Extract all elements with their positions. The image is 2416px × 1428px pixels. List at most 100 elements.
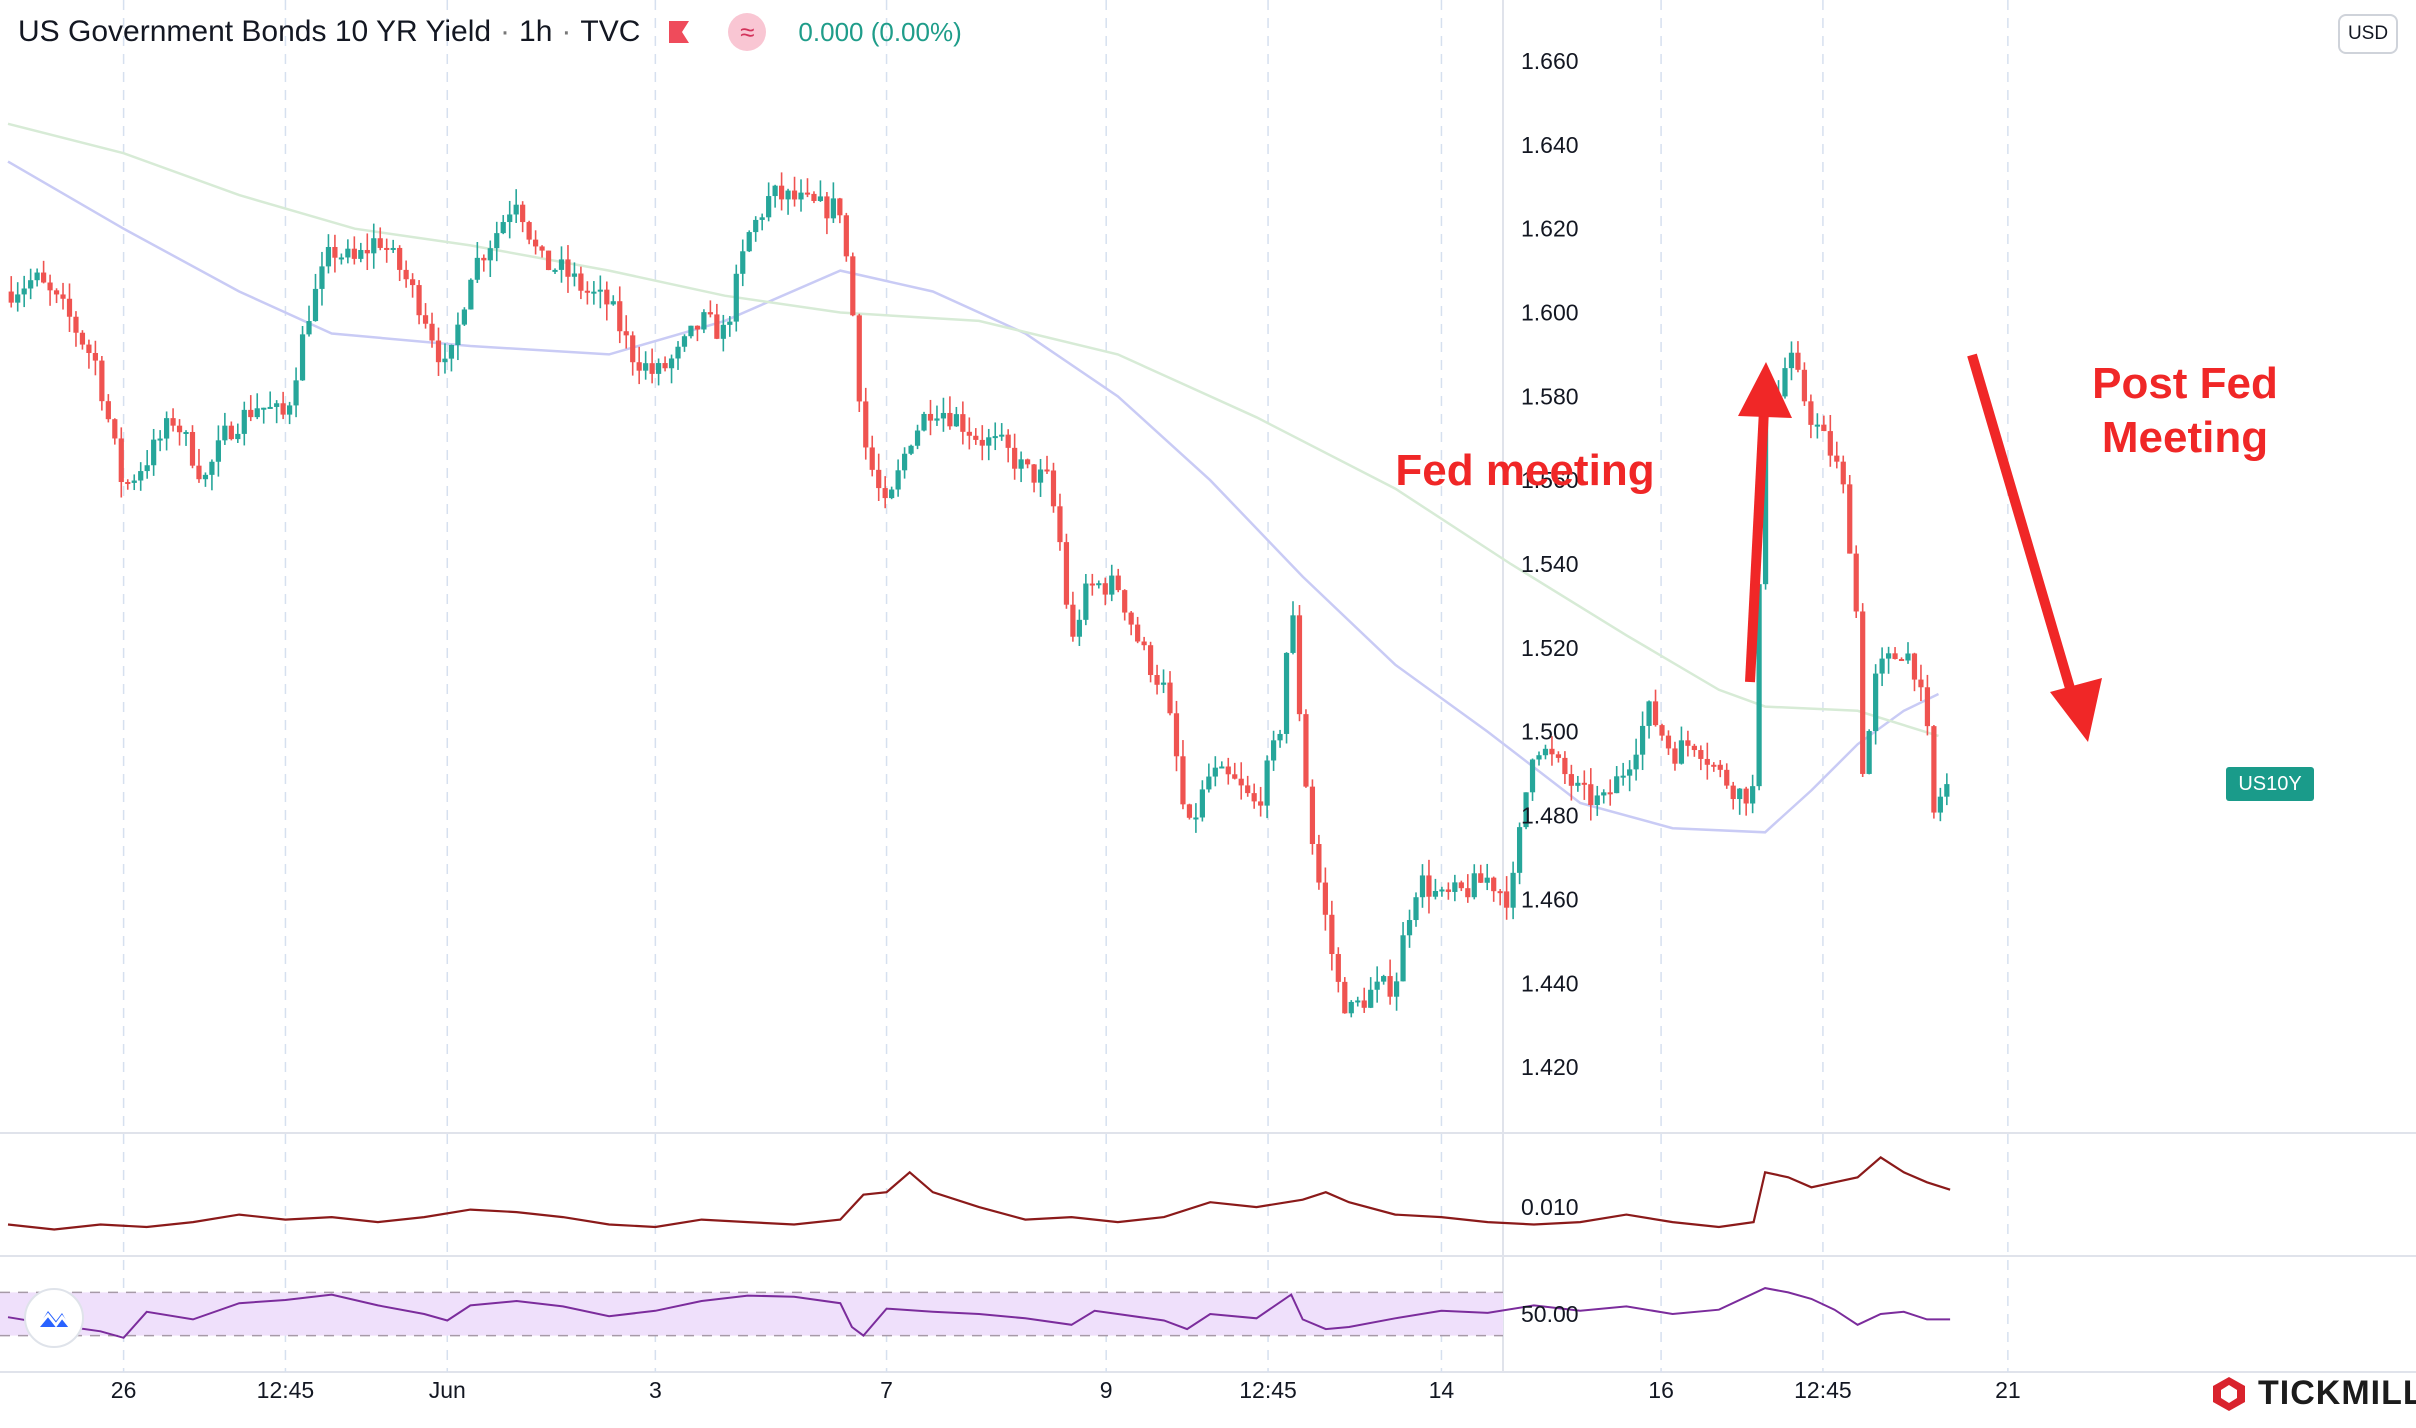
candle-body <box>435 340 442 363</box>
candle-body <box>727 321 733 325</box>
exchange-label[interactable]: TVC <box>580 15 641 48</box>
candle-body <box>390 247 396 250</box>
candle-body <box>254 408 260 418</box>
candle-body <box>1102 583 1108 595</box>
candle-body <box>1212 767 1218 777</box>
candle-body <box>901 453 908 471</box>
time-tick-label: 26 <box>111 1377 137 1403</box>
price-tick-label: 1.540 <box>1521 551 1579 577</box>
candle-body <box>1750 786 1756 804</box>
candle-body <box>196 465 202 480</box>
candle-body <box>753 219 759 233</box>
candle-body <box>539 246 545 251</box>
indicator-icon[interactable] <box>24 1288 84 1348</box>
approx-wave-icon[interactable]: ≈ <box>728 13 767 51</box>
candle-body <box>1115 575 1121 591</box>
candle-body <box>895 470 901 490</box>
candle-body <box>526 222 532 240</box>
candle-body <box>118 438 124 483</box>
candle-body <box>1575 782 1581 786</box>
candle-body <box>617 301 623 332</box>
candle-body <box>927 413 934 421</box>
interval-label[interactable]: 1h <box>519 15 553 48</box>
candle-body <box>306 321 312 335</box>
candle-body <box>1788 352 1795 369</box>
candle-body <box>151 439 157 466</box>
candle-body <box>850 256 856 316</box>
candle-body <box>1128 612 1134 625</box>
candle-body <box>15 294 21 303</box>
candle-body <box>694 325 701 330</box>
candle-body <box>1905 653 1911 661</box>
down-arrow-shaft <box>1967 353 2077 697</box>
candle-body <box>571 273 578 277</box>
candle-body <box>345 248 351 258</box>
candle-body <box>1012 447 1018 469</box>
candle-body <box>1413 897 1419 921</box>
candle-body <box>1944 784 1950 797</box>
candle-body <box>1445 889 1451 892</box>
candle-body <box>740 251 746 274</box>
candle-body <box>1290 615 1296 653</box>
time-tick-label: 14 <box>1429 1377 1455 1403</box>
indicator-panels <box>7 1156 1951 1339</box>
candle-body <box>1393 981 1400 997</box>
time-tick-label: 12:45 <box>1239 1377 1297 1403</box>
candle-body <box>914 430 921 446</box>
candle-body <box>1335 954 1341 982</box>
candle-body <box>558 259 565 270</box>
time-tick-label: 3 <box>649 1377 662 1403</box>
candle-body <box>1258 801 1264 806</box>
candle-body <box>1070 604 1076 637</box>
candle-body <box>1005 434 1011 448</box>
candle-body <box>1814 424 1820 427</box>
candle-body <box>41 272 47 283</box>
candle-body <box>1387 976 1393 997</box>
candle-body <box>649 363 655 374</box>
candle-body <box>1588 784 1594 806</box>
rsi-axis-label: 50.00 <box>1521 1301 1579 1327</box>
candle-body <box>798 192 804 200</box>
candle-body <box>338 257 344 260</box>
candle-body <box>811 193 817 201</box>
candle-body <box>1504 891 1510 908</box>
candle-body <box>358 249 364 259</box>
candle-body <box>125 482 131 485</box>
candle-body <box>1840 461 1846 485</box>
candle-body <box>636 362 642 371</box>
price-axis: 1.420 1.440 1.460 1.480 1.500 1.520 1.540 1.560… <box>1521 48 1579 1327</box>
candle-body <box>371 238 377 254</box>
candle-body <box>1672 748 1678 764</box>
symbol-title[interactable]: US Government Bonds 10 YR Yield <box>18 15 492 48</box>
price-tick-label: 1.660 <box>1521 48 1579 74</box>
candle-body <box>1536 755 1542 760</box>
candle-body <box>1452 882 1458 892</box>
candle-body <box>1232 774 1238 779</box>
candle-body <box>299 334 306 381</box>
candle-body <box>280 403 286 415</box>
currency-button[interactable]: USD <box>2338 14 2398 54</box>
candle-body <box>1516 827 1523 873</box>
candle-body <box>966 431 972 436</box>
candle-body <box>733 273 739 322</box>
candle-body <box>882 488 888 499</box>
candle-body <box>73 316 79 333</box>
candle-body <box>189 431 196 466</box>
candle-body <box>1633 754 1639 770</box>
candle-body <box>1691 745 1697 751</box>
candle-body <box>1063 542 1070 605</box>
last-price-tag: US10Y <box>2226 767 2314 801</box>
candle-body <box>319 266 325 289</box>
candle-body <box>1083 583 1089 620</box>
price-tick-label: 1.440 <box>1521 970 1579 996</box>
candle-body <box>863 401 869 448</box>
candle-body <box>940 412 947 419</box>
candle-body <box>1089 583 1095 586</box>
rsi-band-fill <box>0 1292 1503 1336</box>
flag-icon[interactable] <box>666 19 692 45</box>
candle-body <box>1711 764 1717 767</box>
price-tick-label: 1.600 <box>1521 300 1579 326</box>
candle-body <box>668 358 675 369</box>
candle-body <box>1050 470 1057 507</box>
